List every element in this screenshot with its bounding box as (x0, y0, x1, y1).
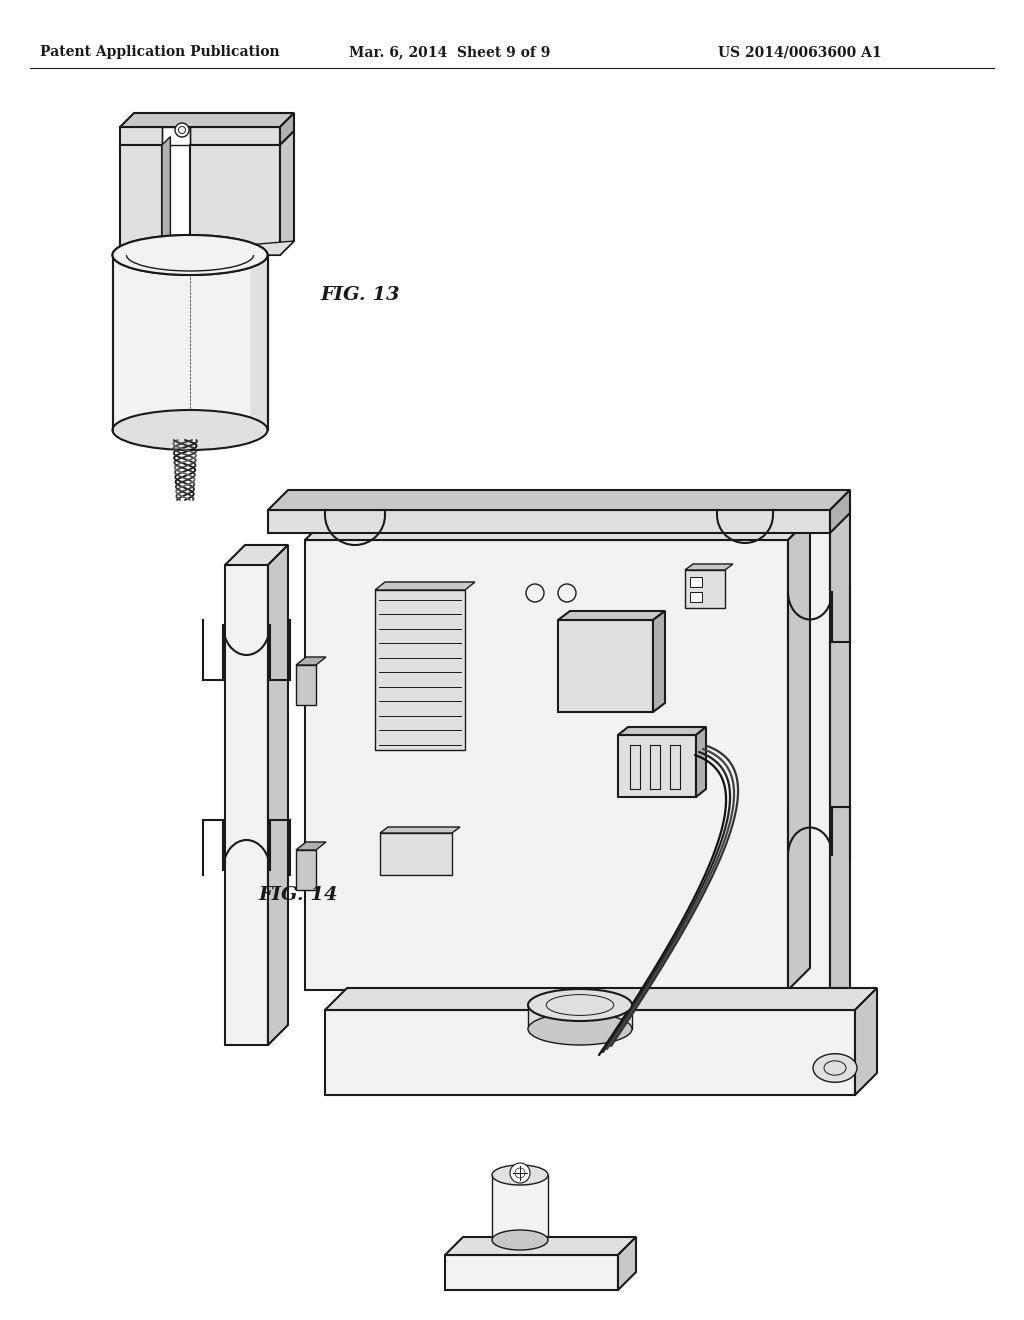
Polygon shape (162, 127, 190, 145)
Polygon shape (685, 570, 725, 609)
Polygon shape (280, 114, 294, 145)
Polygon shape (380, 828, 460, 833)
Polygon shape (855, 987, 877, 1096)
Polygon shape (618, 727, 706, 735)
Text: FIG. 13: FIG. 13 (319, 286, 399, 304)
Ellipse shape (528, 989, 632, 1020)
Polygon shape (250, 255, 267, 430)
Ellipse shape (113, 411, 267, 450)
Bar (690, 591, 702, 602)
Polygon shape (296, 850, 316, 890)
Polygon shape (375, 590, 465, 750)
Polygon shape (305, 540, 788, 990)
Polygon shape (120, 114, 294, 127)
Polygon shape (528, 1005, 632, 1030)
Polygon shape (788, 517, 810, 990)
Polygon shape (696, 727, 706, 797)
Circle shape (510, 1163, 530, 1183)
Ellipse shape (113, 235, 267, 275)
Text: US 2014/0063600 A1: US 2014/0063600 A1 (718, 45, 882, 59)
Polygon shape (120, 145, 162, 255)
Polygon shape (492, 1175, 548, 1239)
Polygon shape (162, 136, 170, 255)
Polygon shape (190, 242, 294, 255)
Polygon shape (225, 545, 288, 565)
Text: FIG. 14: FIG. 14 (258, 886, 338, 904)
Polygon shape (190, 145, 280, 255)
Polygon shape (268, 490, 850, 510)
Polygon shape (280, 131, 294, 255)
Circle shape (175, 123, 189, 137)
Polygon shape (113, 255, 267, 430)
Ellipse shape (492, 1166, 548, 1185)
Polygon shape (268, 510, 830, 533)
Ellipse shape (813, 1053, 857, 1082)
Polygon shape (325, 987, 877, 1010)
Text: Patent Application Publication: Patent Application Publication (40, 45, 280, 59)
Ellipse shape (528, 1012, 632, 1045)
Polygon shape (558, 611, 665, 620)
Ellipse shape (492, 1230, 548, 1250)
Polygon shape (296, 665, 316, 705)
Polygon shape (325, 1010, 855, 1096)
Polygon shape (653, 611, 665, 711)
Polygon shape (830, 490, 850, 533)
Ellipse shape (113, 235, 267, 275)
Text: Mar. 6, 2014  Sheet 9 of 9: Mar. 6, 2014 Sheet 9 of 9 (349, 45, 551, 59)
Bar (690, 577, 702, 587)
Polygon shape (268, 545, 288, 1045)
Polygon shape (790, 508, 850, 528)
Polygon shape (296, 842, 326, 850)
Polygon shape (445, 1237, 636, 1255)
Polygon shape (830, 508, 850, 1010)
Polygon shape (685, 564, 733, 570)
Polygon shape (375, 582, 475, 590)
Polygon shape (225, 565, 268, 1045)
Polygon shape (380, 833, 452, 875)
Polygon shape (296, 657, 326, 665)
Polygon shape (305, 517, 810, 540)
Polygon shape (790, 528, 830, 1010)
Polygon shape (558, 620, 653, 711)
Polygon shape (120, 127, 280, 145)
Polygon shape (618, 735, 696, 797)
Polygon shape (445, 1255, 618, 1290)
Polygon shape (618, 1237, 636, 1290)
